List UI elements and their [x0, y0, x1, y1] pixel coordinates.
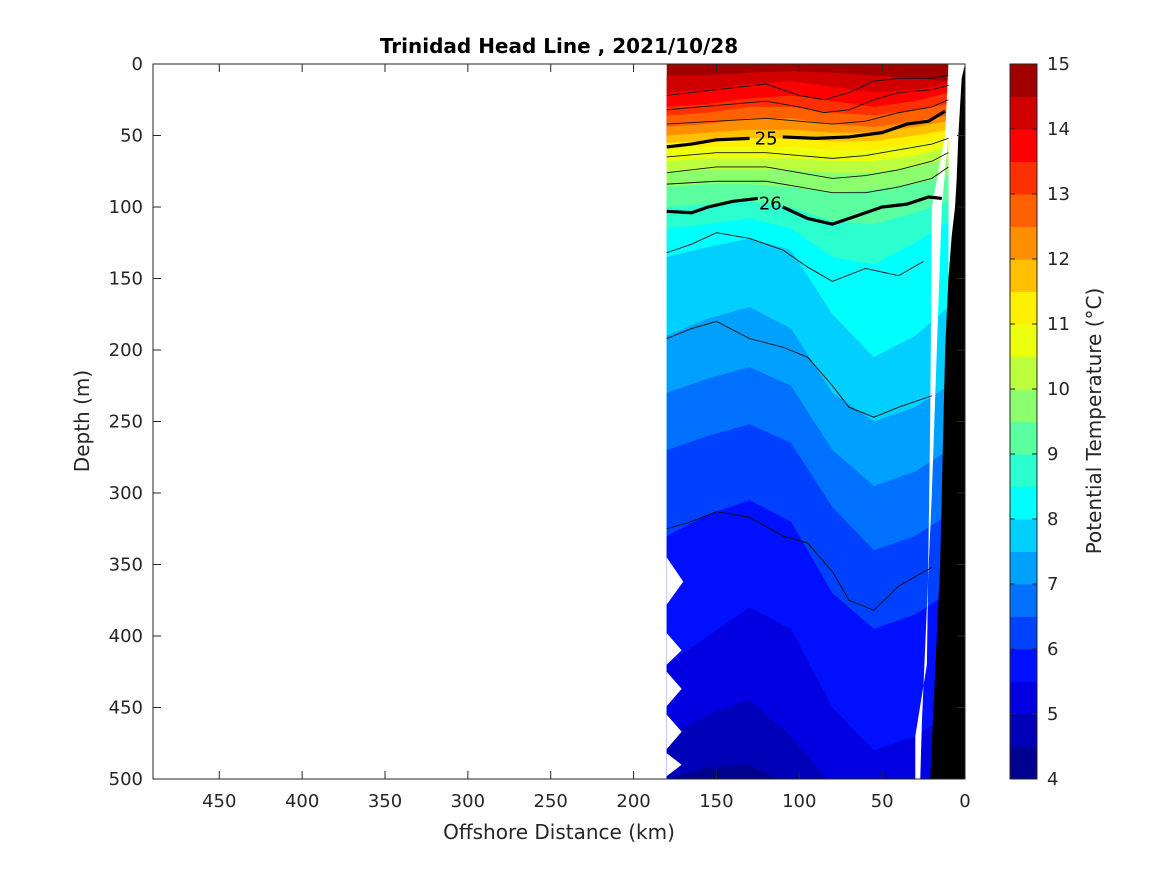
y-tick-label: 250	[109, 412, 143, 433]
colorbar-segment	[1010, 584, 1037, 617]
colorbar-ticks: 4 5 6 7 8 9 10 11 12 13 14 15	[1010, 54, 1070, 790]
chart-title: Trinidad Head Line , 2021/10/28	[380, 34, 738, 58]
x-tick-label: 300	[451, 791, 485, 812]
density-contour-line	[782, 195, 942, 226]
no-data-notch	[666, 557, 684, 605]
temperature-fill	[666, 64, 965, 779]
density-contour-label: 25	[755, 129, 778, 150]
colorbar-segment	[1010, 161, 1037, 195]
colorbar-segment	[1010, 324, 1037, 357]
y-ticks: 0 50 100 150 200 250 300 350 400 450 500	[109, 54, 965, 790]
contour-labels: 25 26	[755, 129, 782, 215]
colorbar-segment	[1010, 551, 1037, 585]
no-data-notch	[666, 671, 682, 707]
y-tick-label: 100	[109, 197, 143, 218]
seafloor-shape	[930, 64, 965, 779]
x-axis-label: Offshore Distance (km)	[443, 820, 675, 844]
colorbar-tick-label: 8	[1047, 509, 1058, 530]
y-tick-label: 200	[109, 340, 143, 361]
colorbar-segment	[1010, 616, 1037, 650]
density-contour-line	[666, 196, 759, 215]
isopycnal-line	[666, 232, 924, 282]
x-tick-label: 400	[285, 791, 319, 812]
colorbar-tick-label: 10	[1047, 379, 1070, 400]
colorbar-tick-label: 13	[1047, 184, 1070, 205]
temperature-band	[666, 700, 827, 779]
isopycnal-line	[666, 152, 949, 179]
colorbar-tick-label: 6	[1047, 639, 1058, 660]
colorbar-segment	[1010, 746, 1037, 780]
x-tick-label: 450	[202, 791, 236, 812]
colorbar-segment	[1010, 129, 1037, 162]
y-tick-label: 350	[109, 555, 143, 576]
colorbar-segment	[1010, 291, 1037, 325]
y-tick-label: 50	[120, 126, 143, 147]
no-data-notch	[666, 753, 682, 777]
y-tick-label: 400	[109, 626, 143, 647]
colorbar-segment	[1010, 486, 1037, 520]
x-tick-label: 50	[871, 791, 894, 812]
colorbar-tick-label: 11	[1047, 314, 1070, 335]
isopycnal-line	[666, 166, 949, 194]
isopycnal-line	[666, 99, 949, 125]
colorbar-segment	[1010, 389, 1037, 422]
colorbar-segment	[1010, 421, 1037, 455]
x-tick-label: 0	[959, 791, 970, 812]
colorbar-tick-label: 7	[1047, 574, 1058, 595]
density-contour-line	[782, 109, 946, 140]
isopycnal-line	[666, 320, 933, 418]
colorbar-segment	[1010, 649, 1037, 682]
density-contour-line	[666, 136, 750, 149]
colorbar-segment	[1010, 519, 1037, 552]
thin-isopycnals	[666, 74, 949, 611]
colorbar-tick-label: 4	[1047, 769, 1058, 790]
x-tick-label: 250	[534, 791, 568, 812]
y-tick-label: 450	[109, 698, 143, 719]
colorbar-segment	[1010, 454, 1037, 487]
isopycnal-line	[666, 511, 933, 611]
x-tick-label: 200	[616, 791, 650, 812]
colorbar	[1010, 64, 1037, 780]
colorbar-segment	[1010, 356, 1037, 390]
no-data-notch	[666, 633, 682, 665]
seafloor	[930, 64, 965, 779]
x-tick-label: 100	[782, 791, 816, 812]
temperature-band	[666, 764, 778, 779]
x-ticks: 450 400 350 300 250 200 150 100 50 0	[202, 64, 971, 812]
colorbar-frame	[1009, 63, 1038, 780]
y-tick-label: 500	[109, 769, 143, 790]
colorbar-tick-label: 12	[1047, 249, 1070, 270]
colorbar-tick-label: 5	[1047, 704, 1058, 725]
colorbar-segment	[1010, 259, 1037, 292]
colorbar-tick-label: 14	[1047, 119, 1070, 140]
x-tick-label: 350	[368, 791, 402, 812]
y-tick-label: 0	[132, 54, 143, 75]
density-contour-label: 26	[759, 194, 782, 215]
density-contours	[666, 109, 946, 226]
x-tick-label: 150	[699, 791, 733, 812]
isopycnal-line	[666, 74, 949, 101]
no-data-notch	[666, 714, 682, 749]
plot-area	[666, 64, 965, 779]
colorbar-segment	[1010, 681, 1037, 715]
y-axis-label: Depth (m)	[70, 370, 94, 472]
isopycnal-line	[666, 85, 949, 114]
colorbar-tick-label: 9	[1047, 444, 1058, 465]
y-tick-label: 300	[109, 483, 143, 504]
colorbar-segment	[1010, 96, 1037, 130]
colorbar-segment	[1010, 194, 1037, 227]
y-tick-label: 150	[109, 269, 143, 290]
colorbar-segment	[1010, 64, 1037, 97]
no-data-wedge	[915, 64, 965, 779]
isopycnal-line	[666, 137, 949, 159]
colorbar-tick-label: 15	[1047, 54, 1070, 75]
colorbar-segment	[1010, 226, 1037, 260]
colorbar-segment	[1010, 714, 1037, 747]
colorbar-label: Potential Temperature (°C)	[1082, 288, 1106, 555]
